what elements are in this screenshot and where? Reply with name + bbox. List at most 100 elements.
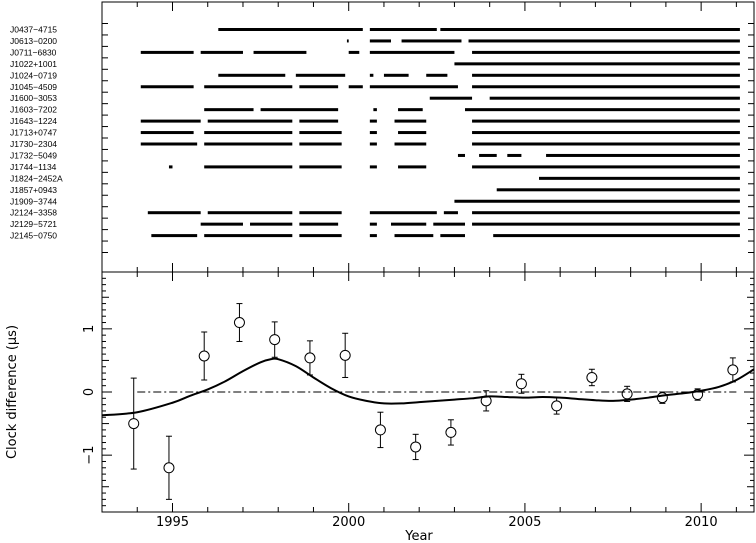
coverage-segment — [472, 165, 740, 169]
coverage-segment — [299, 131, 342, 135]
data-point — [586, 368, 598, 387]
coverage-segment — [299, 85, 339, 89]
coverage-segment — [140, 119, 201, 123]
point-marker — [551, 400, 563, 412]
data-point — [410, 433, 422, 461]
y-axis-title: Clock difference (µs) — [5, 325, 20, 459]
coverage-segment — [493, 234, 740, 238]
coverage-segment — [218, 73, 286, 77]
point-marker — [515, 378, 527, 390]
coverage-segment — [140, 142, 198, 146]
coverage-segment — [369, 50, 455, 54]
data-point — [128, 377, 140, 470]
data-point — [551, 397, 563, 415]
coverage-segment — [472, 222, 740, 226]
point-marker — [304, 352, 316, 364]
coverage-segment — [207, 211, 293, 215]
data-point — [233, 303, 245, 342]
data-point — [692, 388, 704, 401]
coverage-segment — [369, 234, 377, 238]
point-marker — [269, 334, 281, 346]
coverage-segment — [151, 234, 198, 238]
data-point — [163, 435, 175, 500]
x-axis: 1995 2000 2005 2010 — [101, 2, 737, 530]
coverage-segment — [200, 50, 243, 54]
pulsar-name: J0437−4715 — [10, 25, 57, 35]
pulsar-name: J0613−0200 — [10, 36, 57, 46]
point-marker — [233, 317, 245, 329]
coverage-segment — [457, 153, 466, 157]
data-point — [374, 411, 386, 449]
pulsar-name: J1600−3053 — [10, 93, 57, 103]
pulsar-name: J1713+0747 — [10, 128, 57, 138]
coverage-segment — [204, 234, 293, 238]
data-point — [445, 419, 457, 446]
coverage-segment — [440, 234, 466, 238]
coverage-segment — [479, 153, 497, 157]
pulsar-name: J0711−6830 — [10, 47, 57, 57]
top-panel-y-ticks — [102, 23, 754, 253]
data-point — [621, 385, 633, 402]
coverage-segment — [348, 85, 363, 89]
coverage-segment — [472, 119, 740, 123]
y-tick-label: 0 — [82, 388, 97, 396]
coverage-segment — [465, 108, 740, 112]
coverage-segment — [454, 199, 740, 203]
pulsar-coverage — [140, 28, 740, 238]
data-point — [304, 340, 316, 376]
coverage-segment — [507, 153, 522, 157]
top-panel-frame — [101, 1, 755, 273]
point-marker — [656, 392, 668, 404]
coverage-segment — [440, 28, 740, 31]
coverage-segment — [140, 131, 194, 135]
coverage-segment — [369, 28, 437, 31]
coverage-segment — [546, 153, 740, 157]
coverage-segment — [383, 73, 409, 77]
pulsar-name: J1909−3744 — [10, 196, 57, 206]
bottom-panel: 1995 2000 2005 2010 −1 0 1 Year Clock differe… — [5, 2, 755, 543]
coverage-segment — [204, 131, 293, 135]
coverage-segment — [299, 222, 339, 226]
coverage-segment — [369, 85, 458, 89]
pulsar-name: J2129−5721 — [10, 219, 57, 229]
coverage-segment — [394, 234, 434, 238]
coverage-segment — [398, 131, 427, 135]
data-point — [339, 332, 351, 378]
pulsar-name: J1730−2304 — [10, 139, 57, 149]
coverage-segment — [299, 119, 339, 123]
coverage-segment — [253, 50, 307, 54]
coverage-segment — [295, 73, 346, 77]
coverage-segment — [204, 85, 293, 89]
coverage-segment — [369, 222, 377, 226]
point-marker — [198, 350, 210, 362]
coverage-segment — [429, 96, 473, 100]
coverage-segment — [204, 142, 293, 146]
y-tick-label: 1 — [82, 325, 97, 333]
coverage-segment — [433, 222, 466, 226]
coverage-segment — [472, 73, 740, 77]
coverage-segment — [472, 211, 740, 215]
coverage-segment — [168, 165, 173, 169]
coverage-segment — [250, 222, 293, 226]
coverage-segment — [369, 165, 377, 169]
point-marker — [727, 364, 739, 376]
coverage-segment — [200, 222, 243, 226]
coverage-segment — [207, 119, 293, 123]
coverage-segment — [539, 176, 740, 180]
coverage-segment — [299, 165, 342, 169]
coverage-segment — [426, 73, 448, 77]
pulsar-name: J1045−4509 — [10, 82, 57, 92]
pulsar-name: J1024−0719 — [10, 70, 57, 80]
coverage-segment — [348, 50, 360, 54]
coverage-segment — [443, 211, 458, 215]
coverage-segment — [218, 28, 363, 31]
point-marker — [445, 426, 457, 438]
data-point — [480, 390, 492, 412]
point-marker — [374, 424, 386, 436]
coverage-segment — [260, 108, 339, 112]
data-point — [269, 321, 281, 358]
point-marker — [480, 395, 492, 407]
